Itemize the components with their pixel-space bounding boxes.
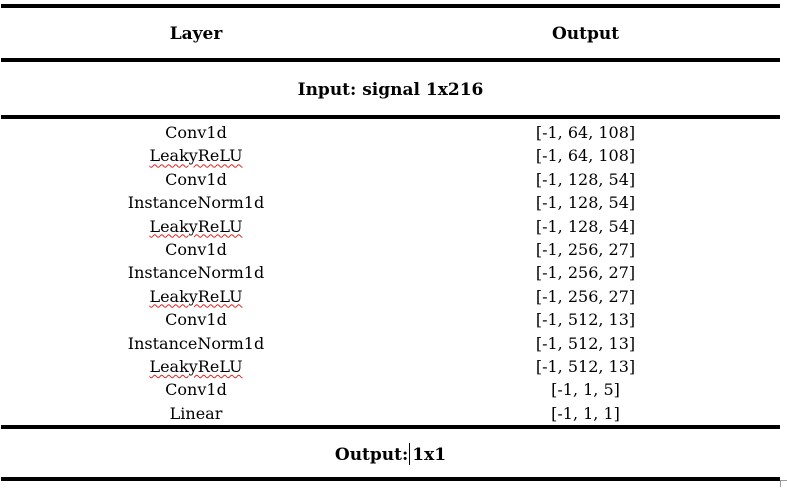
layer-name: Conv1d	[165, 169, 227, 189]
table-row: Conv1d [-1, 128, 54]	[1, 168, 780, 191]
layer-cell[interactable]: Conv1d	[1, 121, 391, 144]
table-row: InstanceNorm1d [-1, 128, 54]	[1, 191, 780, 214]
layer-cell[interactable]: InstanceNorm1d	[1, 332, 391, 355]
table-top-rule	[1, 4, 780, 8]
output-shape-cell[interactable]: [-1, 256, 27]	[535, 286, 636, 306]
layer-cell[interactable]: InstanceNorm1d	[1, 261, 391, 284]
table-row: LeakyReLU [-1, 64, 108]	[1, 144, 780, 167]
output-shape-cell[interactable]: [-1, 512, 13]	[535, 356, 636, 376]
body-bottom-rule	[1, 425, 780, 429]
table-row: Conv1d [-1, 256, 27]	[1, 238, 780, 261]
layer-name: Conv1d	[165, 123, 227, 142]
output-shape-cell[interactable]: [-1, 128, 54]	[535, 193, 636, 213]
output-shape-cell[interactable]: [-1, 128, 54]	[535, 169, 636, 189]
header-layer[interactable]: Layer	[169, 24, 223, 44]
table-row: Conv1d [-1, 64, 108]	[1, 121, 780, 144]
layer-name: InstanceNorm1d	[127, 333, 265, 353]
page-corner-mark	[780, 480, 787, 487]
layer-name: Conv1d	[165, 380, 227, 400]
table-row: Conv1d [-1, 512, 13]	[1, 308, 780, 331]
layer-cell[interactable]: LeakyReLU	[1, 215, 391, 238]
table-body: Conv1d [-1, 64, 108] LeakyReLU [-1, 64, 108…	[1, 121, 780, 425]
layer-cell[interactable]: InstanceNorm1d	[1, 191, 391, 214]
input-label-row[interactable]: Input: signal 1x216	[297, 80, 484, 100]
layer-name: InstanceNorm1d	[127, 263, 265, 283]
output-shape-cell[interactable]: [-1, 64, 108]	[535, 146, 636, 166]
layer-cell[interactable]: Conv1d	[1, 238, 391, 261]
table-row: Conv1d [-1, 1, 5]	[1, 378, 780, 401]
table-row: LeakyReLU [-1, 256, 27]	[1, 285, 780, 308]
table-row: LeakyReLU [-1, 128, 54]	[1, 215, 780, 238]
output-shape-cell[interactable]: [-1, 256, 27]	[535, 239, 636, 259]
text-cursor	[409, 443, 411, 465]
layer-name: LeakyReLU	[149, 356, 243, 376]
output-label-value[interactable]: 1x1	[412, 445, 447, 465]
layer-name: LeakyReLU	[149, 146, 243, 166]
layer-name: LeakyReLU	[149, 216, 243, 236]
output-label-text[interactable]: Output:	[334, 445, 409, 465]
header-bottom-rule	[1, 58, 780, 62]
layer-cell[interactable]: Conv1d	[1, 168, 391, 191]
output-shape-cell[interactable]: [-1, 256, 27]	[535, 263, 636, 283]
layer-name: LeakyReLU	[149, 286, 243, 306]
table-row: InstanceNorm1d [-1, 256, 27]	[1, 261, 780, 284]
layer-cell[interactable]: LeakyReLU	[1, 144, 391, 167]
output-shape-cell[interactable]: [-1, 1, 5]	[551, 380, 620, 400]
input-bottom-rule	[1, 115, 780, 119]
table-row: InstanceNorm1d [-1, 512, 13]	[1, 332, 780, 355]
output-shape-cell[interactable]: [-1, 128, 54]	[535, 216, 636, 236]
output-shape-cell[interactable]: [-1, 1, 1]	[551, 403, 620, 423]
layer-cell[interactable]: Conv1d	[1, 378, 391, 401]
layer-name: Conv1d	[165, 239, 227, 259]
layer-cell[interactable]: LeakyReLU	[1, 285, 391, 308]
output-label-row[interactable]: Output: 1x1	[1, 431, 780, 477]
layer-cell[interactable]: Linear	[1, 402, 391, 425]
output-shape-cell[interactable]: [-1, 64, 108]	[535, 123, 636, 142]
header-output[interactable]: Output	[551, 24, 620, 44]
table-row: LeakyReLU [-1, 512, 13]	[1, 355, 780, 378]
output-shape-cell[interactable]: [-1, 512, 13]	[535, 310, 636, 330]
layer-cell[interactable]: LeakyReLU	[1, 355, 391, 378]
table-bottom-rule	[1, 477, 780, 481]
output-shape-cell[interactable]: [-1, 512, 13]	[535, 333, 636, 353]
layer-name: Conv1d	[165, 310, 227, 330]
layer-cell[interactable]: Conv1d	[1, 308, 391, 331]
layer-name: Linear	[169, 403, 223, 423]
table-header-row: Layer Output	[1, 10, 780, 58]
layer-name: InstanceNorm1d	[127, 193, 265, 213]
table-row: Linear [-1, 1, 1]	[1, 402, 780, 425]
